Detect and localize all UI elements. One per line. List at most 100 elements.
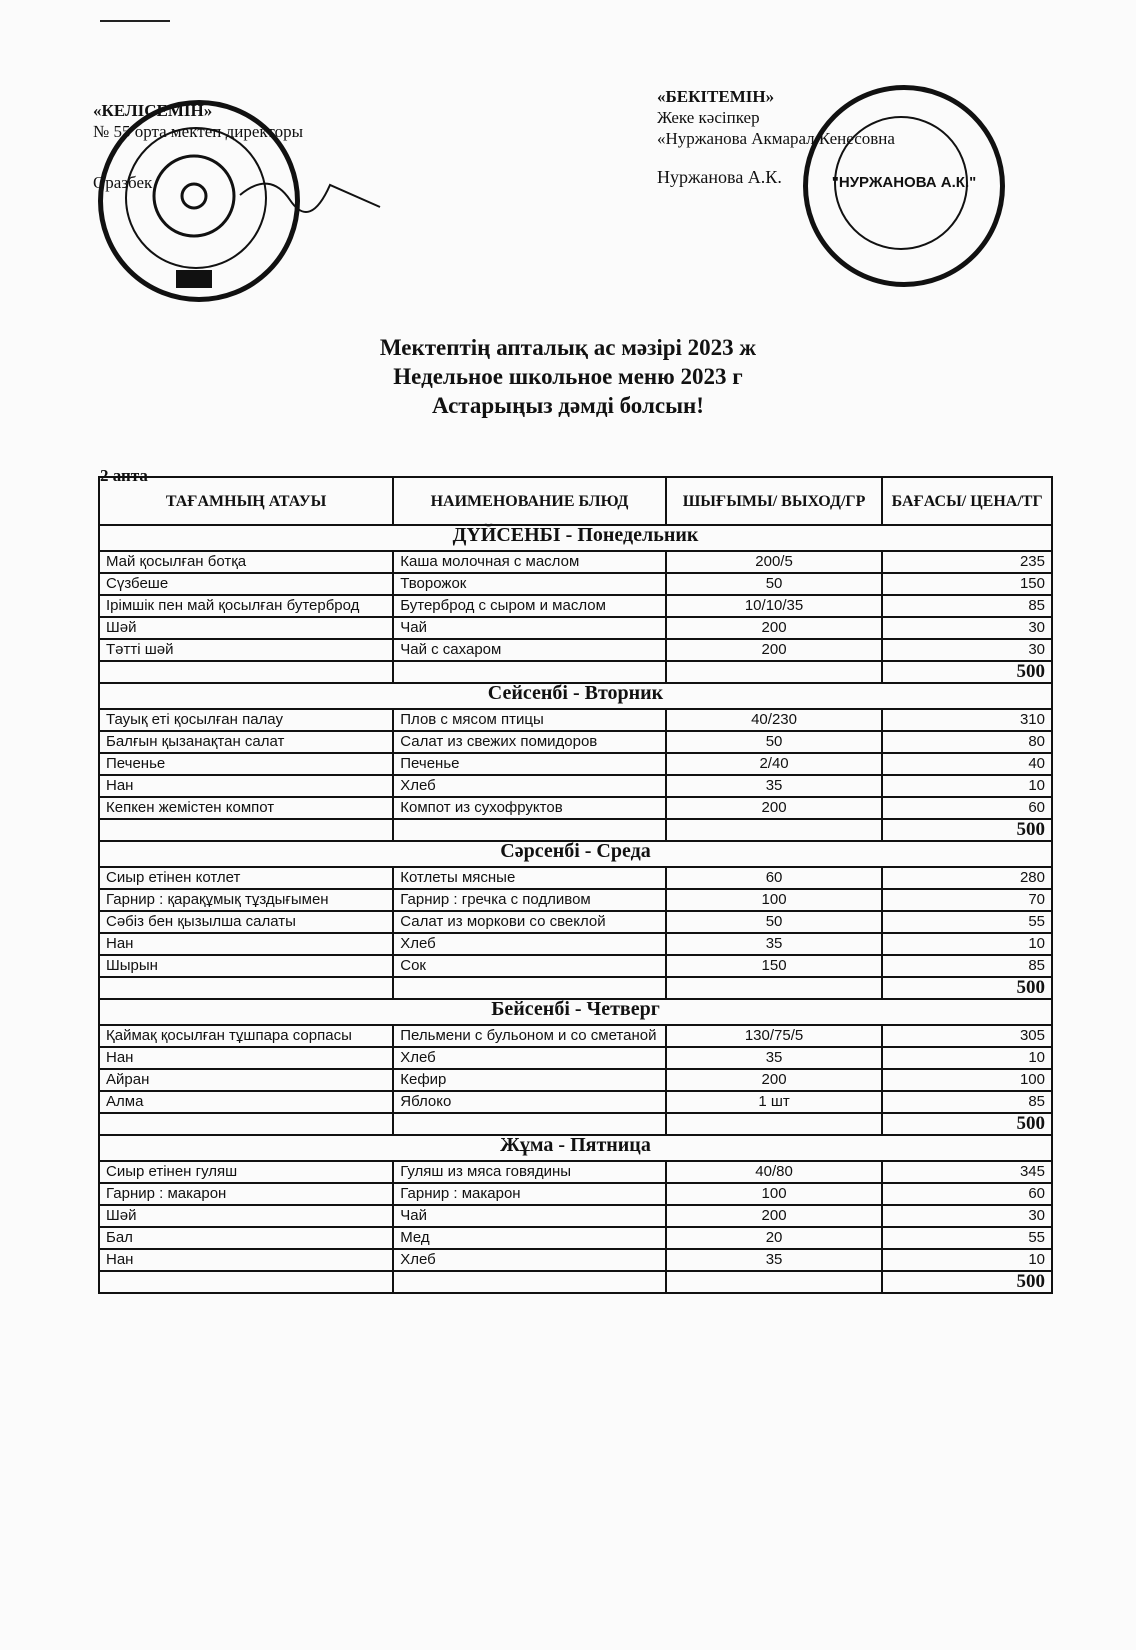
table-header-row: ТАҒАМНЫҢ АТАУЫ НАИМЕНОВАНИЕ БЛЮД ШЫҒЫМЫ/ В… <box>97 476 1053 526</box>
portion: 60 <box>664 866 884 890</box>
empty-cell <box>97 1112 395 1136</box>
portion: 200 <box>664 796 884 820</box>
table-row: Сәбіз бен қызылша салаты Салат из моркови… <box>97 910 1053 934</box>
day-header-row: Сейсенбі - Вторник <box>98 682 1053 710</box>
school-stamp <box>98 100 300 302</box>
price: 100 <box>881 1068 1053 1092</box>
table-row: Сиыр етінен котлет Котлеты мясные 60 280 <box>97 866 1053 890</box>
dish-name-ru: Пельмени с бульоном и со сметаной <box>392 1024 667 1048</box>
table-row: Тауық еті қосылған палау Плов с мясом пти… <box>97 708 1053 732</box>
dish-name-ru: Плов с мясом птицы <box>392 708 667 732</box>
dish-name-ru: Компот из сухофруктов <box>392 796 667 820</box>
price: 30 <box>881 1204 1053 1228</box>
dish-name-ru: Гарнир : гречка с подливом <box>392 888 667 912</box>
empty-cell <box>392 818 667 842</box>
approval-right-name: Нуржанова А.К. <box>657 167 782 187</box>
dish-name-ru: Кефир <box>392 1068 667 1092</box>
portion: 150 <box>664 954 884 978</box>
table-row: Шәй Чай 200 30 <box>97 1204 1053 1228</box>
entrepreneur-stamp: "НУРЖАНОВА А.К." <box>803 85 1005 287</box>
price: 85 <box>881 594 1053 618</box>
dish-name-ru: Чай с сахаром <box>392 638 667 662</box>
portion: 200 <box>664 1068 884 1092</box>
day-total: 500 <box>881 818 1053 842</box>
dish-name-kz: Нан <box>97 1248 395 1272</box>
empty-cell <box>664 1270 884 1294</box>
dish-name-ru: Каша молочная с маслом <box>392 550 667 574</box>
table-row: Кепкен жемістен компот Компот из сухофрук… <box>97 796 1053 820</box>
portion: 50 <box>664 730 884 754</box>
portion: 35 <box>664 1046 884 1070</box>
table-row: Айран Кефир 200 100 <box>97 1068 1053 1092</box>
price: 55 <box>881 910 1053 934</box>
portion: 200 <box>664 638 884 662</box>
day-name: Сәрсенбі - Среда <box>98 840 1053 868</box>
price: 40 <box>881 752 1053 776</box>
table-row: Сиыр етінен гуляш Гуляш из мяса говядины 4… <box>97 1160 1053 1184</box>
dish-name-kz: Гарнир : макарон <box>97 1182 395 1206</box>
portion: 50 <box>664 910 884 934</box>
empty-cell <box>664 976 884 1000</box>
day-total: 500 <box>881 1270 1053 1294</box>
dish-name-kz: Шырын <box>97 954 395 978</box>
portion: 100 <box>664 888 884 912</box>
dish-name-kz: Сәбіз бен қызылша салаты <box>97 910 395 934</box>
dish-name-kz: Тауық еті қосылған палау <box>97 708 395 732</box>
title-ru: Недельное школьное меню 2023 г <box>393 364 743 389</box>
portion: 2/40 <box>664 752 884 776</box>
price: 85 <box>881 1090 1053 1114</box>
empty-cell <box>392 660 667 684</box>
portion: 130/75/5 <box>664 1024 884 1048</box>
portion: 50 <box>664 572 884 596</box>
dish-name-kz: Алма <box>97 1090 395 1114</box>
column-portion: ШЫҒЫМЫ/ ВЫХОД/ГР <box>664 476 884 526</box>
title-kz: Мектептің апталық ас мәзірі 2023 ж <box>379 335 757 360</box>
dish-name-ru: Хлеб <box>392 1248 667 1272</box>
dish-name-ru: Яблоко <box>392 1090 667 1114</box>
day-total: 500 <box>881 1112 1053 1136</box>
price: 10 <box>881 1248 1053 1272</box>
empty-cell <box>664 818 884 842</box>
table-row: Май қосылған ботқа Каша молочная с маслом… <box>97 550 1053 574</box>
empty-cell <box>97 976 395 1000</box>
dish-name-ru: Котлеты мясные <box>392 866 667 890</box>
price: 70 <box>881 888 1053 912</box>
empty-cell <box>664 1112 884 1136</box>
dish-name-ru: Сок <box>392 954 667 978</box>
dish-name-kz: Тәтті шәй <box>97 638 395 662</box>
dish-name-kz: Нан <box>97 774 395 798</box>
total-row: 500 <box>97 1270 1053 1294</box>
portion: 200 <box>664 616 884 640</box>
portion: 35 <box>664 774 884 798</box>
table-row: Гарнир : макарон Гарнир : макарон 100 60 <box>97 1182 1053 1206</box>
dish-name-kz: Май қосылған ботқа <box>97 550 395 574</box>
portion: 200/5 <box>664 550 884 574</box>
table-row: Ірімшік пен май қосылған бутерброд Бутерб… <box>97 594 1053 618</box>
signature-left <box>239 182 381 213</box>
dish-name-ru: Мед <box>392 1226 667 1250</box>
total-row: 500 <box>97 818 1053 842</box>
day-total: 500 <box>881 976 1053 1000</box>
column-price: БАҒАСЫ/ ЦЕНА/ТГ <box>881 476 1053 526</box>
table-row: Балғын қызанақтан салат Салат из свежих п… <box>97 730 1053 754</box>
column-dish-kz: ТАҒАМНЫҢ АТАУЫ <box>97 476 395 526</box>
table-row: Шырын Сок 150 85 <box>97 954 1053 978</box>
portion: 35 <box>664 932 884 956</box>
price: 55 <box>881 1226 1053 1250</box>
dish-name-kz: Печенье <box>97 752 395 776</box>
dish-name-kz: Сиыр етінен гуляш <box>97 1160 395 1184</box>
day-name: Бейсенбі - Четверг <box>98 998 1053 1026</box>
portion: 20 <box>664 1226 884 1250</box>
total-row: 500 <box>97 1112 1053 1136</box>
dish-name-kz: Нан <box>97 932 395 956</box>
portion: 200 <box>664 1204 884 1228</box>
price: 30 <box>881 616 1053 640</box>
total-row: 500 <box>97 976 1053 1000</box>
column-dish-ru: НАИМЕНОВАНИЕ БЛЮД <box>392 476 667 526</box>
day-header-row: Сәрсенбі - Среда <box>98 840 1053 868</box>
table-row: Печенье Печенье 2/40 40 <box>97 752 1053 776</box>
table-row: Алма Яблоко 1 шт 85 <box>97 1090 1053 1114</box>
portion: 35 <box>664 1248 884 1272</box>
table-row: Нан Хлеб 35 10 <box>97 1046 1053 1070</box>
dish-name-ru: Хлеб <box>392 1046 667 1070</box>
